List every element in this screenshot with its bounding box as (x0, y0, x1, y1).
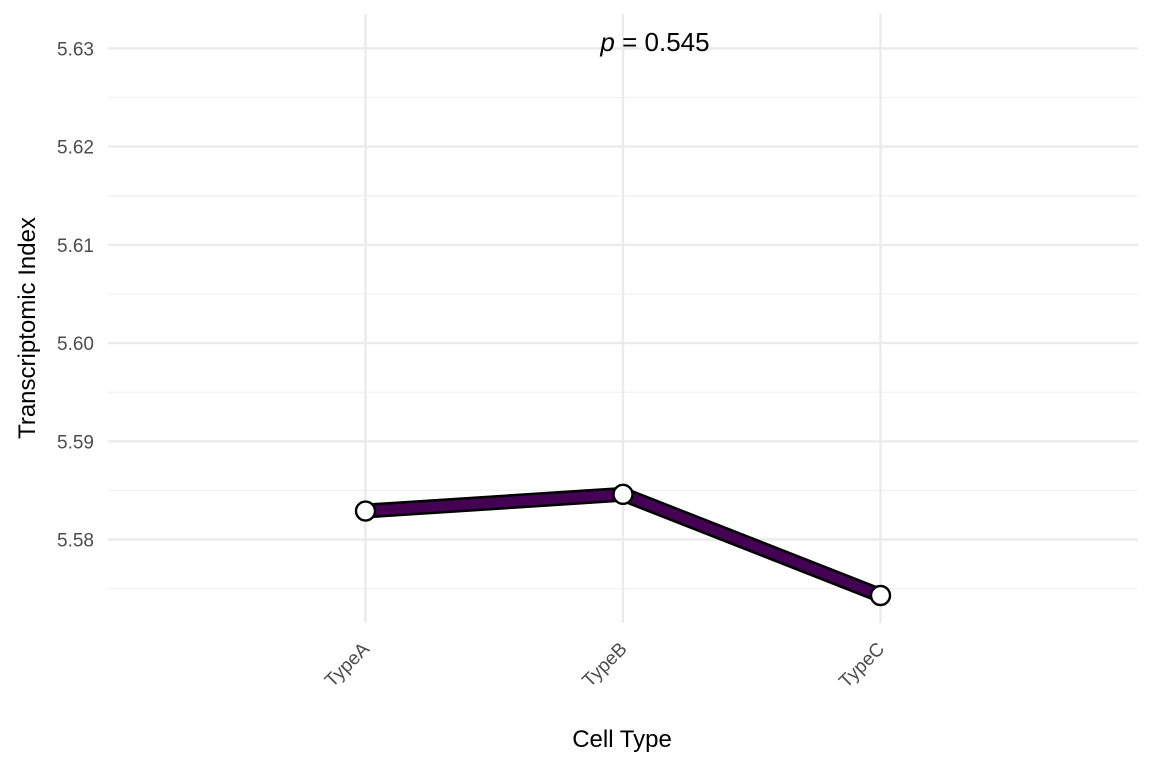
x-tick-label: TypeA (321, 638, 374, 691)
y-axis-title: Transcriptomic Index (14, 217, 41, 439)
y-tick-label: 5.59 (57, 432, 94, 453)
x-tick-label: TypeB (579, 639, 632, 692)
y-tick-label: 5.62 (57, 138, 94, 159)
p-value-text: = 0.545 (615, 27, 710, 57)
x-tick-label: TypeC (835, 639, 889, 693)
y-tick-label: 5.63 (57, 39, 94, 60)
series-layer (354, 483, 892, 607)
data-point (354, 500, 377, 522)
y-tick-label: 5.61 (57, 236, 94, 257)
x-axis-ticks: TypeA TypeB TypeC (321, 638, 889, 692)
y-axis-ticks: 5.58 5.59 5.60 5.61 5.62 5.63 (57, 39, 94, 551)
p-value-symbol: p (599, 27, 614, 57)
data-point (869, 584, 892, 607)
major-gridlines (108, 14, 1138, 623)
x-axis-title: Cell Type (572, 726, 672, 753)
y-tick-label: 5.60 (57, 334, 94, 355)
y-tick-label: 5.58 (57, 531, 94, 552)
data-point (612, 483, 634, 506)
p-value-annotation: p = 0.545 (599, 27, 709, 57)
